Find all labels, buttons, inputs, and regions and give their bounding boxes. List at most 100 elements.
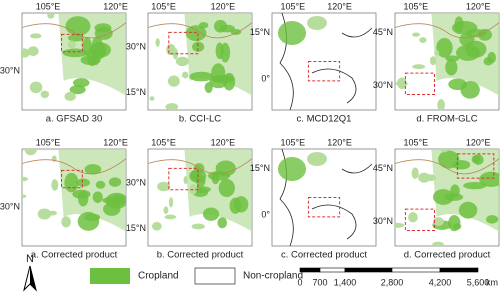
cropland (175, 56, 189, 67)
scale-segment (439, 267, 479, 273)
lat-label: 0° (261, 73, 270, 83)
cropland (458, 201, 478, 219)
cropland (229, 197, 242, 214)
cropland (40, 90, 50, 99)
cropland (454, 16, 464, 33)
cropland (211, 171, 220, 185)
cropland (82, 36, 92, 56)
cropland (164, 214, 177, 220)
lon-label: 105°E (403, 1, 428, 11)
cropland (459, 33, 475, 47)
border-line (148, 22, 252, 39)
cropland (183, 176, 188, 185)
cropland (80, 55, 101, 66)
scale-label: 700 (312, 277, 327, 287)
panel-caption: c. Corrected product (281, 250, 367, 261)
map-content (395, 13, 499, 110)
cropland (72, 189, 91, 199)
lon-label: 105°E (280, 1, 305, 11)
lon-label: 120°E (103, 137, 128, 147)
cropland (157, 181, 171, 192)
cropland (395, 222, 405, 228)
scale-label: 4,200 (429, 277, 452, 287)
lat-label: 30°N (126, 177, 146, 187)
lat-label: 15°N (126, 223, 146, 233)
cropland (440, 149, 448, 153)
panel-caption: a. GFSAD 30 (46, 114, 103, 125)
cropland (64, 91, 76, 102)
cropland (92, 191, 103, 203)
map-panel: 105°E 120°E 45°N 30°N d. Corrected product (373, 137, 500, 261)
north-arrow: N (23, 253, 37, 292)
north-arrow-half (30, 266, 36, 290)
map-panel: 105°E 120°E 15°N 0° c. Corrected product (250, 137, 377, 261)
cropland (62, 48, 88, 58)
cropland (217, 217, 228, 229)
lon-label: 120°E (466, 1, 491, 11)
lon-label: 105°E (151, 1, 176, 11)
cropland (419, 37, 427, 43)
highlight-box (168, 167, 199, 191)
scale-segment (344, 267, 393, 273)
cropland (397, 77, 407, 90)
cropland (418, 172, 431, 183)
cropland (429, 56, 437, 66)
map-content (278, 149, 373, 246)
cropland (473, 154, 484, 165)
lat-label: 45°N (373, 27, 393, 37)
map-content (22, 13, 126, 102)
cropland (486, 215, 499, 224)
cropland (181, 71, 189, 79)
cropland (195, 175, 206, 187)
cropland (37, 208, 52, 220)
cropland (167, 75, 180, 87)
cropland (434, 50, 440, 56)
cropland (215, 42, 224, 60)
cropland (432, 189, 454, 205)
map-content (148, 149, 252, 232)
map-content (278, 13, 373, 110)
cropland (202, 207, 220, 221)
lat-label: 0° (261, 209, 270, 219)
border-line (148, 158, 252, 175)
map-panel: 105°E 120°E 30°N 15°N b. Corrected product (126, 137, 253, 261)
map-panel: 105°E 120°E 45°N 30°N d. FROM-GLC (373, 1, 500, 125)
cropland (76, 178, 91, 187)
cropland (408, 212, 418, 223)
cropland (479, 171, 499, 187)
cropland (155, 38, 160, 47)
cropland (168, 197, 174, 208)
map-content (395, 149, 499, 246)
cropland (432, 217, 444, 226)
cropland (72, 78, 90, 88)
highlight-box (307, 61, 341, 82)
panel-caption: d. FROM-GLC (416, 114, 477, 125)
panel-caption: c. MCD12Q1 (297, 114, 352, 125)
border-line (395, 22, 499, 39)
cropland (103, 202, 121, 216)
cropland (219, 24, 235, 33)
highlight-box (61, 33, 83, 53)
cropland (51, 179, 59, 191)
lon-label: 120°E (327, 137, 352, 147)
cropland (438, 150, 460, 169)
lat-label: 30°N (126, 41, 146, 51)
lat-label: 45°N (373, 163, 393, 173)
cropland (445, 59, 458, 76)
cropland (448, 78, 468, 91)
scale-label: 2,800 (381, 277, 404, 287)
scale-segment (319, 267, 346, 273)
panel-caption: b. Corrected product (157, 250, 244, 261)
cropland (452, 223, 462, 230)
cropland (278, 157, 306, 181)
legend-label: Non-cropland (243, 271, 303, 282)
cropland (198, 22, 209, 29)
cropland (47, 13, 55, 19)
lat-label: 30°N (373, 80, 393, 90)
cropland (436, 37, 453, 58)
lon-label: 105°E (36, 1, 61, 11)
cropland (64, 172, 79, 193)
scale-unit: km (486, 277, 498, 287)
cropland (463, 181, 487, 190)
north-label: N (26, 253, 34, 265)
